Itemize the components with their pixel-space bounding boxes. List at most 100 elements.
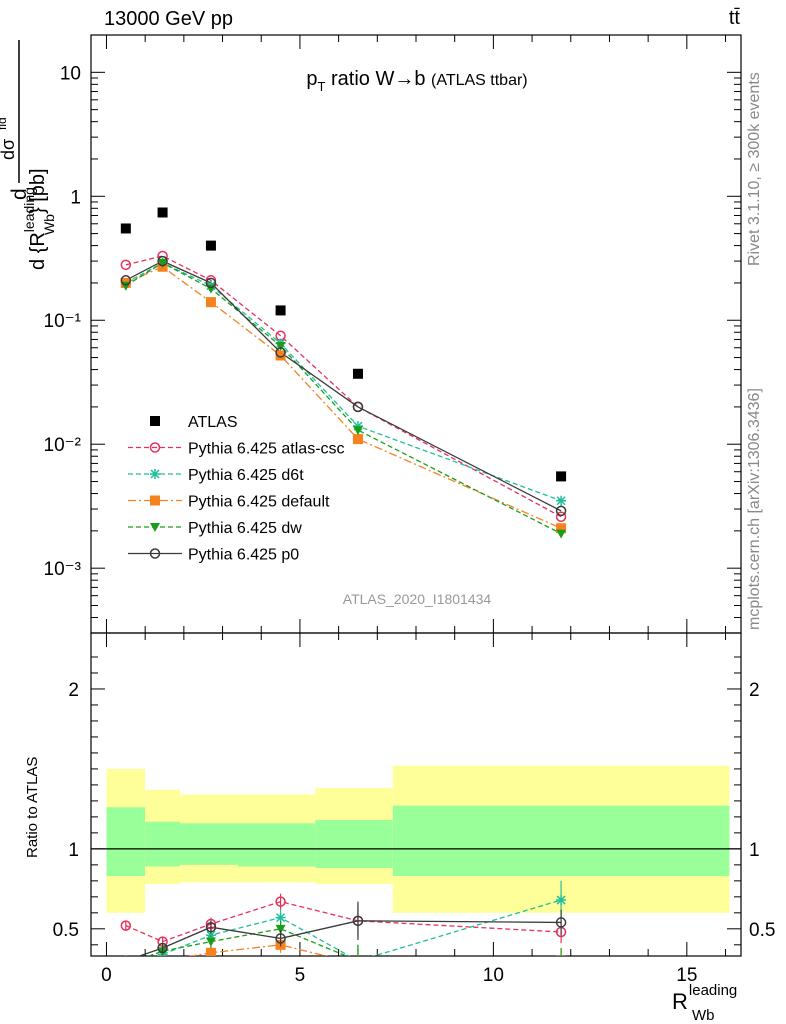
data-point <box>555 505 567 517</box>
ratio-point <box>157 955 168 956</box>
ratio-y-tick-label: 2 <box>68 680 79 701</box>
data-point <box>205 240 216 251</box>
legend-label: Pythia 6.425 default <box>188 494 330 511</box>
ratio-point <box>205 921 217 933</box>
ratio-point <box>275 933 286 944</box>
x-tick-label: 5 <box>295 965 306 986</box>
data-point <box>205 277 217 289</box>
ratio-point <box>555 917 567 928</box>
ratio-y-tick-label: 1 <box>68 840 79 861</box>
data-point <box>352 426 363 436</box>
y-tick-label: 10⁻³ <box>44 559 82 580</box>
data-point <box>556 471 567 482</box>
ratio-point <box>353 957 363 966</box>
data-point <box>352 434 363 445</box>
data-point <box>205 297 216 308</box>
ratio-point <box>205 947 216 956</box>
ratio-point <box>275 924 286 934</box>
legend-marker <box>149 442 161 453</box>
data-point <box>120 275 132 286</box>
ratio-point <box>353 959 363 969</box>
ratio-point <box>121 964 131 974</box>
green-band-bin <box>315 820 393 869</box>
ratio-point <box>275 896 286 907</box>
svg-text:dσ: dσ <box>0 139 18 160</box>
y-tick-label: 10 <box>60 63 81 84</box>
ratio-y-tick-label-right: 0.5 <box>749 920 775 941</box>
ratio-series-markers <box>120 880 567 974</box>
series-line <box>125 266 562 529</box>
x-tick-label: 0 <box>101 965 112 986</box>
legend-marker <box>150 523 160 532</box>
data-point <box>275 350 286 361</box>
data-point <box>556 495 567 506</box>
ratio-point <box>157 942 168 954</box>
process-label: 13000 GeV pp <box>104 8 233 30</box>
data-point <box>275 347 286 358</box>
legend-marker <box>150 495 160 506</box>
ratio-uncertainty-bands <box>106 765 730 913</box>
ratio-line <box>137 920 562 956</box>
y-tick-label: 10⁻¹ <box>44 311 82 332</box>
green-band-bin <box>179 823 239 865</box>
legend: ATLAS Pythia 6.425 atlas-csc Pythia 6.425 … <box>128 414 345 564</box>
green-band-bin <box>106 807 146 877</box>
y-tick-label: 1 <box>70 187 81 208</box>
legend-marker <box>150 416 160 426</box>
series-line <box>125 255 562 518</box>
svg-text:d: d <box>8 188 31 200</box>
green-band-bin <box>392 805 730 877</box>
legend-label: Pythia 6.425 atlas-csc <box>188 441 345 458</box>
data-point <box>120 223 131 234</box>
ratio-point <box>556 895 567 906</box>
legend-label: Pythia 6.425 d6t <box>188 467 304 484</box>
svg-text:fid: fid <box>0 117 9 130</box>
ratio-point <box>123 955 128 956</box>
green-band-bin <box>238 823 316 867</box>
main-series-lines <box>125 255 562 535</box>
data-point <box>556 529 567 539</box>
ratio-point <box>121 960 131 969</box>
data-point <box>352 368 363 379</box>
legend-label: Pythia 6.425 dw <box>188 520 302 537</box>
ratio-point <box>357 955 359 956</box>
data-point <box>352 401 364 413</box>
ratio-axis-label: Ratio to ATLAS <box>24 757 41 858</box>
y-tick-label: 10⁻² <box>44 435 82 456</box>
ratio-line <box>146 928 349 956</box>
green-band-bin <box>145 821 180 867</box>
ratio-point <box>352 915 364 927</box>
data-point <box>157 255 168 267</box>
ratio-point <box>121 964 131 974</box>
ratio-y-tick-label-right: 2 <box>749 680 760 701</box>
chart-axes: 0 5 10 15 10 1 10⁻¹ 10⁻² 10⁻³ 2 2 1 1 0.5 0.5 <box>44 34 775 986</box>
data-point <box>555 511 567 522</box>
ratio-y-tick-label: 0.5 <box>53 920 79 941</box>
ratio-point <box>556 957 566 966</box>
chart-title: pT ratio W→b (ATLAS ttbar) <box>306 68 527 94</box>
legend-label: Pythia 6.425 p0 <box>188 547 299 564</box>
ratio-line <box>125 900 562 943</box>
legend-marker <box>150 469 160 479</box>
x-axis-label: Rleading Wb <box>672 982 737 1024</box>
series-line <box>125 262 562 535</box>
analysis-watermark: ATLAS_2020_I1801434 <box>343 591 492 607</box>
legend-label: ATLAS <box>188 414 238 431</box>
ratio-point <box>556 955 567 956</box>
data-point <box>275 305 286 316</box>
data-point <box>120 259 132 271</box>
final-state-label: tt̄ <box>728 7 740 29</box>
x-tick-label: 15 <box>676 965 697 986</box>
main-series-markers <box>120 207 567 539</box>
ratio-point <box>205 937 216 947</box>
data-point <box>157 207 168 218</box>
ratio-series-lines <box>125 899 562 956</box>
ratio-y-tick-label-right: 1 <box>749 840 760 861</box>
ratio-point <box>120 920 132 931</box>
legend-marker <box>149 548 161 559</box>
x-tick-label: 10 <box>483 965 504 986</box>
y-axis-label: d dσ fid d {Rleading Wb} [pb] <box>0 40 57 270</box>
series-line <box>125 262 562 502</box>
